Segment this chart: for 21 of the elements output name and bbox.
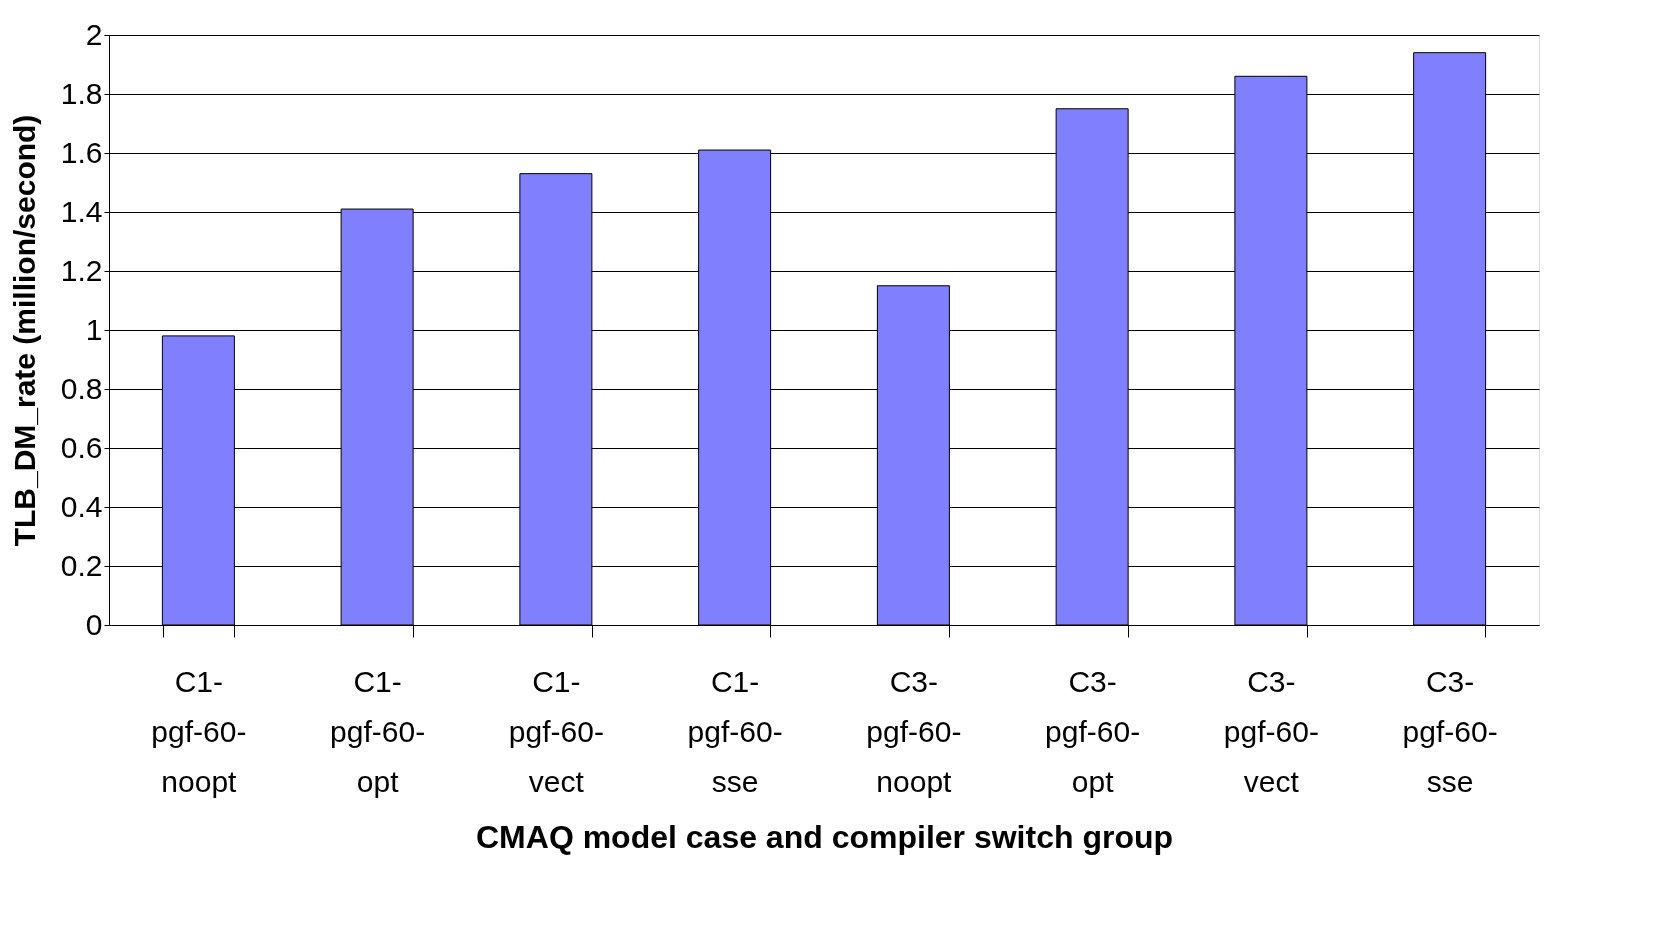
x-tick-label: C3-pgf-60-vect: [1223, 664, 1319, 798]
y-axis-title: TLB_DM_rate (million/second): [7, 114, 41, 547]
y-tick-label: 0.4: [60, 489, 103, 523]
y-tick-label: 0: [85, 607, 103, 641]
y-tick-label: 0.2: [60, 548, 103, 582]
y-tick-label: 1.8: [60, 76, 103, 110]
y-tick-label: 1.6: [60, 135, 103, 169]
y-tick-label: 0.8: [60, 371, 103, 405]
y-tick-label: 0.6: [60, 430, 103, 464]
y-tick-label: 2: [85, 17, 103, 51]
x-tick-label: C3-pgf-60-sse: [1402, 664, 1498, 798]
x-tick-label: C3-pgf-60-opt: [1045, 664, 1141, 798]
y-tick-label: 1.4: [60, 194, 103, 228]
x-tick-label: C1-pgf-60-sse: [687, 664, 783, 798]
y-tick-label: 1: [85, 312, 103, 346]
x-tick-label: C3-pgf-60-noopt: [866, 664, 962, 798]
y-tick-label: 1.2: [60, 253, 103, 287]
x-tick-label: C1-pgf-60-vect: [508, 664, 604, 798]
x-axis-title: CMAQ model case and compiler switch group: [475, 818, 1174, 855]
x-tick-label: C1-pgf-60-noopt: [151, 664, 247, 798]
x-tick-label: C1-pgf-60-opt: [330, 664, 426, 798]
